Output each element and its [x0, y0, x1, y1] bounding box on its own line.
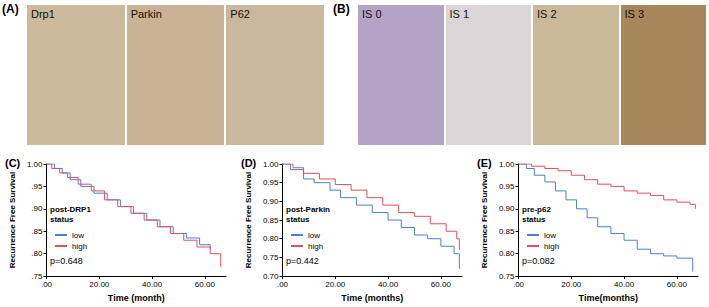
html-text:(A): (A): [2, 2, 19, 16]
svg-text:Time(months): Time(months): [579, 293, 638, 303]
svg-text:.00: .00: [513, 280, 525, 289]
svg-text:.00: .00: [277, 280, 289, 289]
svg-text:(C): (C): [5, 157, 21, 169]
svg-text:Recurrence Free Survival: Recurrence Free Survival: [244, 172, 253, 268]
svg-text:(E): (E): [477, 157, 492, 169]
svg-text:40.00: 40.00: [614, 280, 635, 289]
svg-text:status: status: [286, 215, 310, 224]
svg-text:0.95: 0.95: [499, 182, 515, 191]
svg-text:pre-p62: pre-p62: [522, 205, 551, 214]
svg-text:20.00: 20.00: [561, 280, 582, 289]
svg-text:60.00: 60.00: [667, 280, 688, 289]
html-text:Parkin: Parkin: [130, 8, 162, 20]
svg-text:20.00: 20.00: [325, 280, 346, 289]
html-text:IS 2: IS 2: [537, 8, 557, 20]
html-text:P62: P62: [230, 8, 250, 20]
svg-text:0.90: 0.90: [263, 197, 279, 206]
svg-text:(D): (D): [241, 157, 257, 169]
svg-text:0.80: 0.80: [263, 234, 279, 243]
svg-text:.85: .85: [31, 227, 43, 236]
svg-text:status: status: [50, 215, 74, 224]
svg-text:.00: .00: [41, 280, 53, 289]
svg-text:low: low: [544, 231, 556, 240]
svg-text:.80: .80: [31, 249, 43, 258]
html-text:IS 3: IS 3: [624, 8, 645, 20]
svg-text:40.00: 40.00: [378, 280, 399, 289]
svg-text:60.00: 60.00: [195, 280, 216, 289]
svg-text:1.00: 1.00: [499, 160, 515, 169]
svg-text:post-Parkin: post-Parkin: [286, 205, 330, 214]
html-text:Drp1: Drp1: [31, 8, 55, 20]
svg-text:.90: .90: [31, 204, 43, 213]
svg-text:high: high: [308, 242, 323, 251]
svg-text:Time (month): Time (month): [108, 293, 165, 303]
svg-text:p=0.648: p=0.648: [50, 256, 83, 266]
svg-text:60.00: 60.00: [431, 280, 452, 289]
svg-text:post-DRP1: post-DRP1: [50, 205, 91, 214]
html-text:(B): (B): [333, 2, 350, 16]
svg-text:Recurrence Free Survival: Recurrence Free Survival: [480, 172, 489, 268]
svg-text:0.85: 0.85: [263, 216, 279, 225]
svg-text:0.85: 0.85: [499, 227, 515, 236]
svg-text:0.95: 0.95: [263, 178, 279, 187]
svg-text:p=0.442: p=0.442: [286, 256, 319, 266]
html-text:IS 0: IS 0: [362, 8, 382, 20]
html-text:IS 1: IS 1: [449, 8, 470, 20]
svg-text:Time (months): Time (months): [341, 293, 403, 303]
svg-text:high: high: [72, 242, 87, 251]
svg-text:1.00: 1.00: [263, 160, 279, 169]
svg-text:20.00: 20.00: [89, 280, 110, 289]
svg-text:.95: .95: [31, 182, 43, 191]
svg-text:0.90: 0.90: [499, 204, 515, 213]
svg-text:40.00: 40.00: [142, 280, 163, 289]
svg-text:0.70: 0.70: [262, 271, 279, 281]
svg-text:Recurrence Free Survival: Recurrence Free Survival: [8, 172, 17, 268]
svg-text:low: low: [72, 231, 84, 240]
svg-text:0.75: 0.75: [263, 253, 279, 262]
svg-text:status: status: [522, 215, 546, 224]
svg-text:0.75: 0.75: [498, 271, 515, 281]
svg-text:.75: .75: [31, 271, 43, 281]
svg-text:p=0.082: p=0.082: [522, 256, 555, 266]
svg-text:high: high: [544, 242, 559, 251]
svg-text:1.00: 1.00: [27, 160, 43, 169]
svg-text:0.80: 0.80: [499, 249, 515, 258]
svg-text:low: low: [308, 231, 320, 240]
